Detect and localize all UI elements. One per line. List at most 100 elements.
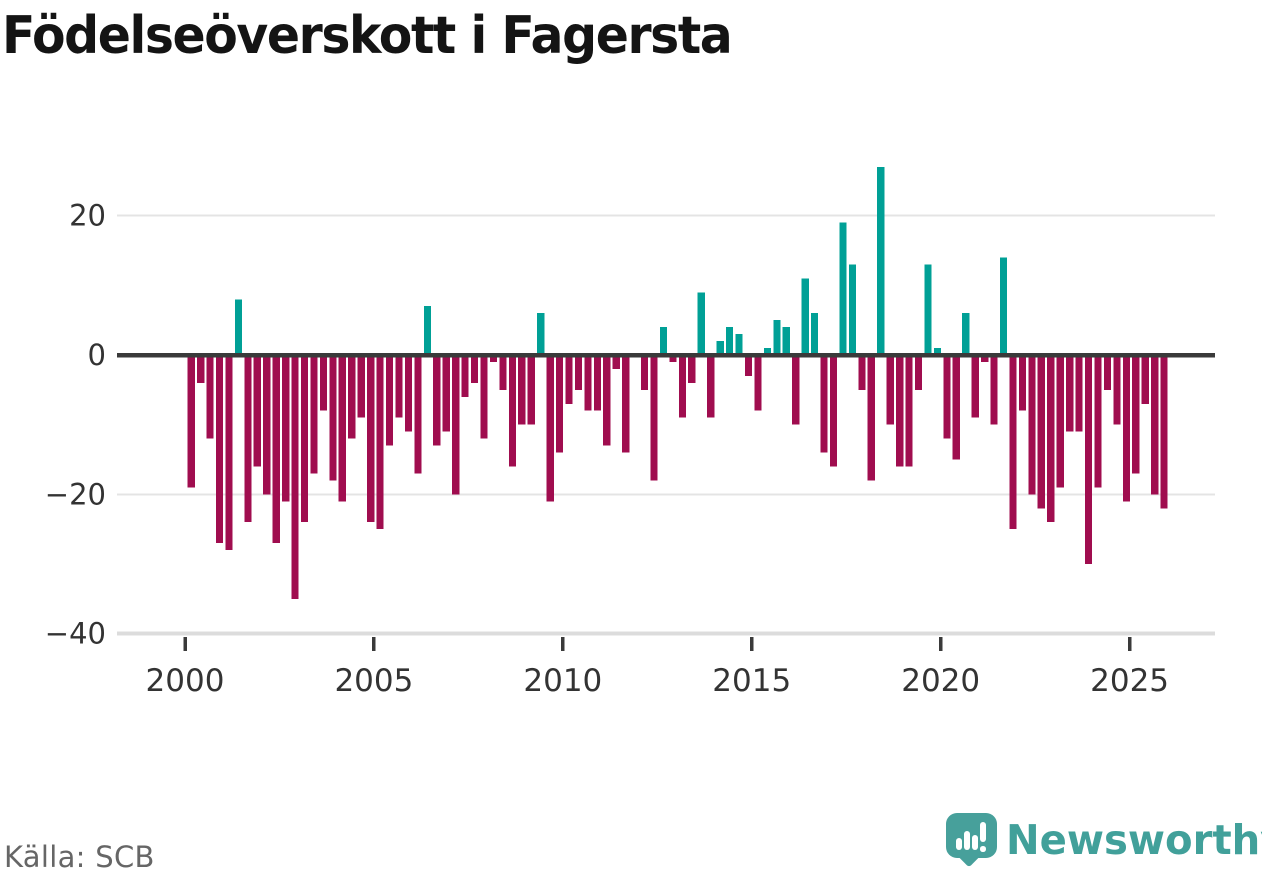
bar-2018-Q1 — [867, 355, 875, 481]
bar-2025-Q4 — [1160, 355, 1168, 509]
bar-2002-Q1 — [263, 355, 271, 495]
bar-2018-Q4 — [896, 355, 904, 467]
bar-2006-Q1 — [414, 355, 422, 474]
bar-2010-Q1 — [565, 355, 573, 404]
bar-2014-Q1 — [716, 341, 724, 355]
bar-2009-Q2 — [537, 313, 545, 355]
bar-2022-Q4 — [1047, 355, 1055, 523]
source-note: Källa: SCB — [4, 840, 155, 874]
bar-2020-Q3 — [962, 313, 970, 355]
y-tick-label: 20 — [69, 199, 106, 233]
bar-2013-Q4 — [707, 355, 715, 418]
bar-2001-Q1 — [225, 355, 233, 551]
bar-2006-Q3 — [433, 355, 441, 446]
bar-2021-Q2 — [990, 355, 998, 425]
bar-2023-Q4 — [1084, 355, 1093, 565]
bar-2013-Q3 — [697, 292, 705, 355]
bar-2003-Q3 — [319, 355, 328, 411]
bar-2009-Q1 — [527, 355, 535, 425]
bar-2001-Q2 — [234, 299, 243, 355]
bar-2008-Q2 — [499, 355, 507, 390]
bar-2001-Q4 — [253, 355, 261, 467]
bar-2024-Q3 — [1113, 355, 1121, 425]
bar-2025-Q2 — [1141, 355, 1149, 404]
bar-2011-Q1 — [603, 355, 611, 446]
bar-2018-Q3 — [886, 355, 894, 425]
bar-2015-Q4 — [782, 327, 790, 355]
bar-2020-Q4 — [971, 355, 979, 418]
bar-2007-Q3 — [470, 355, 479, 383]
bar-2010-Q4 — [593, 355, 601, 411]
bar-2025-Q1 — [1132, 355, 1140, 474]
bar-2018-Q2 — [877, 166, 885, 355]
page-title: Födelseöverskott i Fagersta — [2, 6, 733, 66]
x-tick-label: 2000 — [146, 663, 225, 699]
bar-2003-Q1 — [300, 355, 309, 523]
bar-2010-Q3 — [584, 355, 592, 411]
y-tick-label: −20 — [45, 477, 106, 511]
speech-bubble — [946, 813, 997, 858]
bar-2003-Q4 — [329, 355, 337, 481]
bar-2014-Q3 — [735, 334, 743, 355]
bar-2012-Q4 — [669, 355, 677, 362]
bar-2004-Q1 — [338, 355, 346, 502]
bar-2012-Q1 — [641, 355, 649, 390]
bar-2022-Q2 — [1028, 355, 1036, 495]
bar-2015-Q2 — [763, 348, 772, 355]
bar-2015-Q3 — [773, 320, 781, 356]
bar-2017-Q2 — [839, 222, 847, 355]
bar-2003-Q2 — [310, 355, 318, 474]
bar-2020-Q1 — [943, 355, 951, 439]
bar-2016-Q4 — [820, 355, 828, 453]
bar-2004-Q2 — [348, 355, 356, 439]
bar-2006-Q4 — [442, 355, 450, 432]
bar-2000-Q3 — [206, 355, 214, 439]
bar-2012-Q3 — [659, 327, 668, 355]
bar-2009-Q3 — [546, 355, 554, 502]
x-tick-label: 2005 — [334, 663, 413, 699]
x-tick-label: 2020 — [901, 663, 980, 699]
bar-2011-Q2 — [612, 355, 620, 369]
bar-2008-Q1 — [489, 355, 498, 362]
bar-2017-Q3 — [848, 264, 857, 355]
bar-2016-Q1 — [792, 355, 800, 425]
bar-2015-Q1 — [754, 355, 762, 411]
bar-2007-Q2 — [461, 355, 469, 397]
bar-2023-Q3 — [1075, 355, 1083, 432]
bar-2019-Q4 — [933, 348, 942, 355]
bar-2000-Q1 — [187, 355, 195, 488]
bar-2002-Q3 — [282, 355, 290, 502]
bar-2013-Q2 — [688, 355, 696, 383]
bar-2009-Q4 — [555, 355, 564, 453]
bar-2025-Q3 — [1151, 355, 1159, 495]
bar-2013-Q1 — [678, 355, 686, 418]
bar-2005-Q1 — [376, 355, 384, 530]
bar-2001-Q3 — [244, 355, 252, 523]
logo-chart-bar-icon — [964, 831, 970, 850]
bar-2022-Q1 — [1018, 355, 1027, 411]
bar-2016-Q2 — [801, 278, 809, 355]
newsworthy-logo-text: Newsworthy — [1006, 816, 1262, 864]
bar-2006-Q2 — [423, 306, 431, 355]
bar-2019-Q2 — [914, 355, 923, 390]
newsworthy-logo-icon — [946, 813, 997, 868]
x-tick-label: 2015 — [712, 663, 791, 699]
bar-2022-Q3 — [1037, 355, 1045, 509]
bar-2020-Q2 — [952, 355, 960, 460]
bar-2023-Q2 — [1066, 355, 1074, 432]
bar-2017-Q1 — [829, 355, 838, 467]
bar-2005-Q4 — [404, 355, 413, 432]
bar-2005-Q2 — [385, 355, 394, 446]
bar-2008-Q3 — [508, 355, 516, 467]
bar-2010-Q2 — [574, 355, 583, 390]
bar-2014-Q4 — [744, 355, 753, 376]
bar-2008-Q4 — [518, 355, 526, 425]
bar-2011-Q3 — [622, 355, 630, 453]
bar-2000-Q2 — [197, 355, 205, 383]
bar-2017-Q4 — [858, 355, 866, 390]
bar-2007-Q4 — [480, 355, 488, 439]
bar-2004-Q3 — [357, 355, 365, 418]
logo-exclamation-icon — [980, 822, 986, 842]
